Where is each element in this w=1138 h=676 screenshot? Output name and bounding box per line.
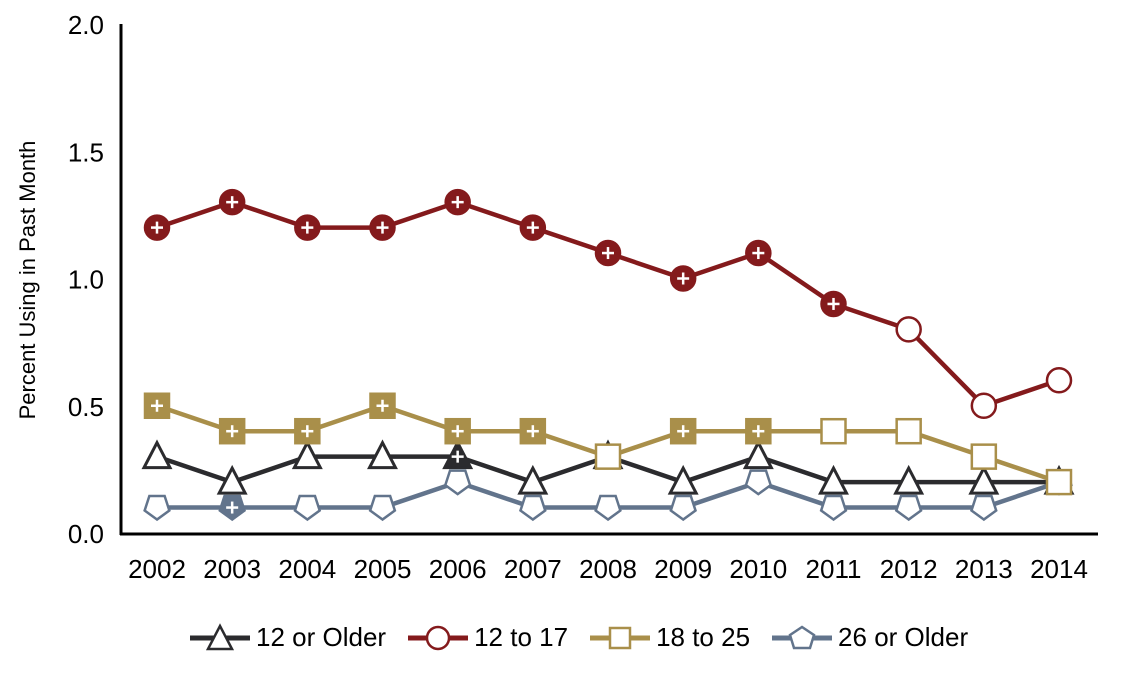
legend-item-12-or-older: 12 or Older — [190, 622, 386, 653]
legend-label: 12 to 17 — [474, 622, 569, 652]
pentagon-marker-icon — [772, 624, 833, 649]
x-tick-label: 2010 — [729, 554, 787, 584]
y-tick-label: 1.0 — [68, 265, 104, 295]
x-tick-label: 2009 — [654, 554, 712, 584]
series-layer — [141, 188, 1075, 522]
x-tick-label: 2008 — [579, 554, 637, 584]
legend-item-12-to-17: 12 to 17 — [408, 622, 568, 653]
series-18-to-25 — [143, 392, 1073, 496]
legend-item-26-or-older: 26 or Older — [772, 622, 968, 653]
x-tick-label: 2014 — [1030, 554, 1088, 584]
y-tick-label: 2.0 — [68, 10, 104, 40]
triangle-marker-icon — [190, 622, 250, 650]
y-tick-label: 1.5 — [68, 137, 104, 167]
series-26-or-older — [143, 469, 1073, 522]
x-tick-label: 2011 — [806, 554, 862, 584]
legend-label: 12 or Older — [256, 622, 387, 652]
legend-label: 26 or Older — [838, 622, 969, 652]
x-tick-label: 2012 — [880, 554, 938, 584]
legend-item-18-to-25: 18 to 25 — [590, 622, 750, 653]
y-axis-label: Percent Using in Past Month — [15, 141, 40, 420]
x-tick-label: 2007 — [504, 554, 562, 584]
series-12-to-17 — [143, 188, 1073, 419]
x-tick-label: 2004 — [278, 554, 336, 584]
x-tick-label: 2003 — [203, 554, 261, 584]
x-tick-label: 2002 — [128, 554, 186, 584]
y-tick-label: 0.0 — [68, 519, 104, 549]
y-tick-label: 0.5 — [68, 392, 104, 422]
x-tick-label: 2005 — [354, 554, 412, 584]
legend-label: 18 to 25 — [656, 622, 751, 652]
x-tick-label: 2013 — [955, 554, 1013, 584]
circle-marker-icon — [408, 625, 469, 650]
square-marker-icon — [590, 626, 651, 649]
axes: 0.0 0.5 1.0 1.5 2.0 2002 2003 2004 2005 2006 2007 2… — [15, 10, 1098, 584]
legend: 12 or Older 12 to 17 18 to 25 26 or Olde… — [190, 622, 968, 653]
x-tick-label: 2006 — [429, 554, 487, 584]
